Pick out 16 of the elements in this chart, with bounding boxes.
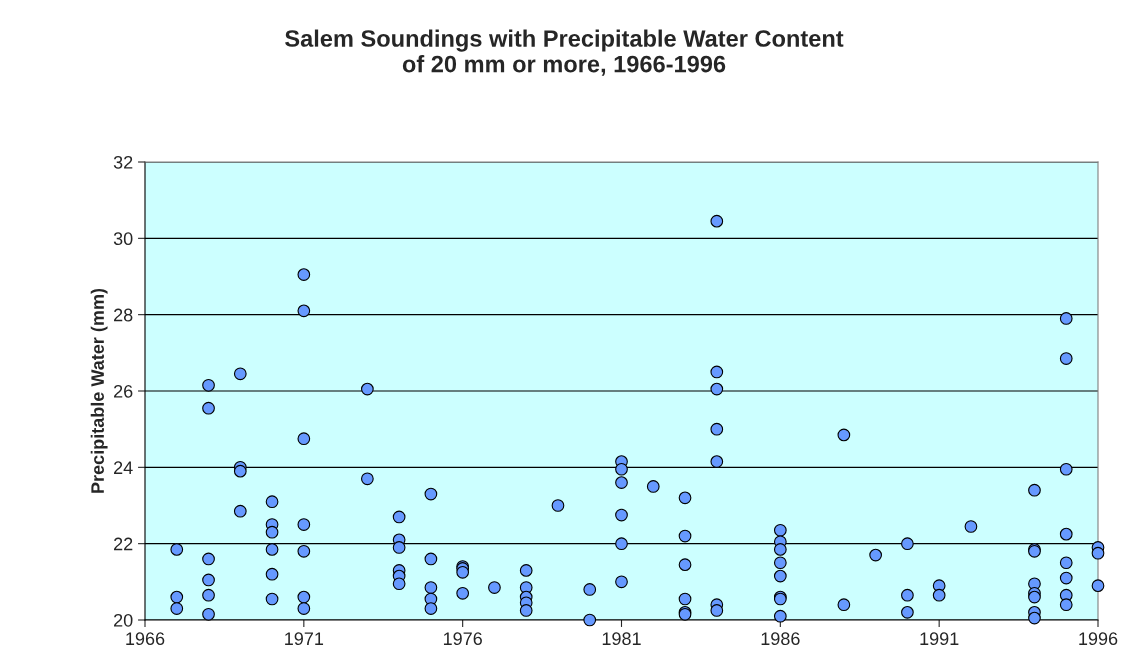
chart-title: Salem Soundings with Precipitable Water Content of 20 mm or more, 1966-1996 xyxy=(285,29,844,76)
y-tick-label: 28 xyxy=(114,308,133,322)
x-tick-label: 1976 xyxy=(443,632,482,646)
y-tick-label: 26 xyxy=(114,384,133,398)
x-tick-label: 1991 xyxy=(920,632,959,646)
y-tick-label: 30 xyxy=(113,232,133,246)
x-tick-label: 1986 xyxy=(761,632,800,646)
x-tick-label: 1996 xyxy=(1079,632,1118,646)
y-tick-label: 24 xyxy=(114,461,133,474)
y-tick-label: 20 xyxy=(114,613,133,627)
y-tick-label: 32 xyxy=(113,155,133,169)
x-tick-label: 1966 xyxy=(126,632,165,646)
y-axis-title: Precipitable Water (mm) xyxy=(90,288,108,493)
y-tick-label: 22 xyxy=(114,537,133,551)
x-tick-label: 1971 xyxy=(285,632,324,646)
x-tick-label: 1981 xyxy=(602,632,641,646)
